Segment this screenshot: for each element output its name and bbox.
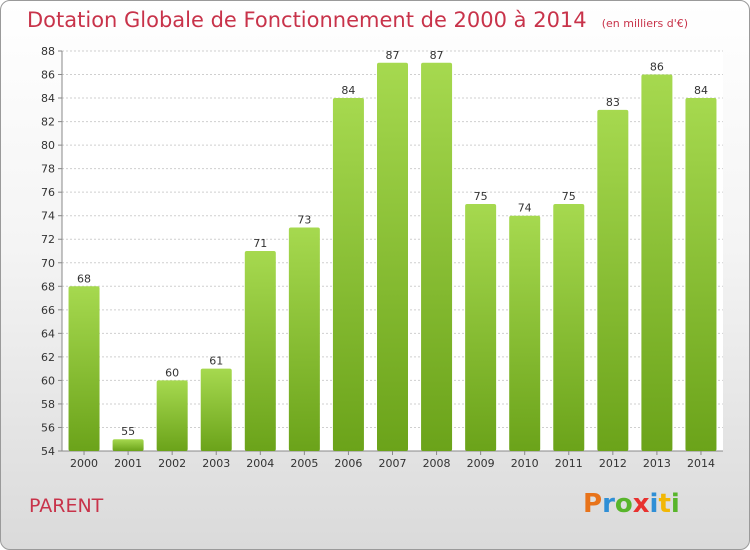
chart-title-block: Dotation Globale de Fonctionnement de 20…: [27, 8, 688, 32]
commune-name: PARENT: [29, 495, 104, 517]
x-tick-label: 2004: [246, 457, 274, 470]
bar: [509, 215, 541, 451]
bar: [112, 439, 144, 451]
x-tick-label: 2005: [290, 457, 318, 470]
bar: [553, 203, 585, 451]
bar-value-label: 71: [253, 237, 267, 250]
bar-value-label: 87: [386, 49, 400, 62]
y-tick-label: 86: [41, 69, 55, 82]
bar: [332, 98, 364, 451]
x-tick-label: 2003: [202, 457, 230, 470]
x-tick-label: 2008: [423, 457, 451, 470]
bar-value-label: 68: [77, 272, 91, 285]
bar-value-label: 75: [562, 190, 576, 203]
x-tick-label: 2012: [599, 457, 627, 470]
x-tick-label: 2002: [158, 457, 186, 470]
y-tick-label: 64: [41, 327, 55, 340]
bar-value-label: 74: [518, 202, 532, 215]
logo-letter: i: [670, 489, 680, 519]
x-tick-label: 2007: [379, 457, 407, 470]
bar-value-label: 83: [606, 96, 620, 109]
bar-value-label: 55: [121, 425, 135, 438]
logo-letter: o: [614, 489, 633, 519]
bar: [597, 109, 629, 451]
bar-value-label: 60: [165, 366, 179, 379]
x-tick-label: 2006: [334, 457, 362, 470]
bar-value-label: 75: [474, 190, 488, 203]
bar: [200, 368, 232, 451]
bar-value-label: 73: [297, 213, 311, 226]
y-tick-label: 54: [41, 445, 55, 458]
x-tick-label: 2001: [114, 457, 142, 470]
bar: [465, 203, 497, 451]
y-tick-label: 74: [41, 210, 55, 223]
logo-letter: t: [658, 489, 671, 519]
y-tick-label: 62: [41, 351, 55, 364]
y-tick-label: 66: [41, 304, 55, 317]
bar: [288, 227, 320, 451]
y-tick-label: 60: [41, 374, 55, 387]
logo-letter: x: [632, 489, 650, 519]
bar: [156, 380, 188, 451]
proxiti-logo: Proxiti: [583, 489, 680, 519]
bar: [377, 62, 408, 451]
logo-letter: i: [649, 489, 659, 519]
y-tick-label: 68: [41, 280, 55, 293]
y-tick-label: 84: [41, 92, 55, 105]
x-tick-label: 2014: [687, 457, 715, 470]
chart-title: Dotation Globale de Fonctionnement de 20…: [27, 8, 587, 32]
y-tick-label: 82: [41, 116, 55, 129]
x-tick-label: 2011: [555, 457, 583, 470]
y-tick-label: 88: [41, 45, 55, 58]
bar-value-label: 87: [430, 49, 444, 62]
bar: [685, 98, 717, 451]
y-tick-label: 78: [41, 163, 55, 176]
y-tick-label: 56: [41, 421, 55, 434]
y-tick-label: 76: [41, 186, 55, 199]
bar: [244, 251, 276, 451]
logo-letter: P: [583, 489, 603, 519]
bar-value-label: 84: [694, 84, 708, 97]
x-tick-label: 2013: [643, 457, 671, 470]
x-tick-label: 2010: [511, 457, 539, 470]
bar-value-label: 61: [209, 355, 223, 368]
y-tick-label: 80: [41, 139, 55, 152]
chart-unit-note: (en milliers d'€): [601, 17, 689, 30]
bar-value-label: 84: [341, 84, 355, 97]
x-tick-label: 2009: [467, 457, 495, 470]
y-tick-label: 70: [41, 257, 55, 270]
bar: [68, 286, 100, 451]
x-tick-label: 2000: [70, 457, 98, 470]
bar-value-label: 86: [650, 61, 664, 74]
bar: [421, 62, 453, 451]
y-tick-label: 58: [41, 398, 55, 411]
bar: [641, 74, 673, 451]
y-tick-label: 72: [41, 233, 55, 246]
logo-letter: r: [602, 489, 615, 519]
